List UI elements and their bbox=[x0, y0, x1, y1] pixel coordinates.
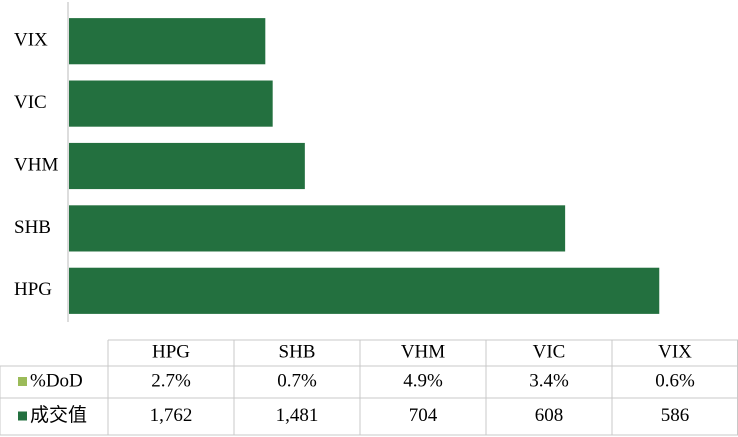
table-header: VIC bbox=[533, 341, 566, 362]
table-cell: 3.4% bbox=[529, 370, 569, 391]
table-cell: 704 bbox=[409, 405, 438, 426]
table-cell: 0.6% bbox=[655, 370, 695, 391]
table-header: SHB bbox=[279, 341, 316, 362]
bar bbox=[69, 142, 305, 190]
bar bbox=[69, 267, 660, 314]
bar bbox=[69, 205, 566, 252]
bar bbox=[69, 18, 266, 65]
table-cell: 4.9% bbox=[403, 370, 443, 391]
legend-swatch bbox=[18, 411, 27, 421]
table-cell: 0.7% bbox=[277, 370, 317, 391]
table-cell: 1,481 bbox=[276, 405, 319, 426]
table-header: VIX bbox=[658, 341, 692, 362]
legend-swatch bbox=[18, 377, 27, 386]
y-tick-label: VIX bbox=[14, 30, 48, 51]
table-header: VHM bbox=[401, 341, 445, 362]
table-cell: 608 bbox=[535, 405, 564, 426]
table-cell: 586 bbox=[661, 405, 690, 426]
bar bbox=[69, 80, 273, 127]
table-cell: 2.7% bbox=[151, 370, 191, 391]
legend-label: 成交值 bbox=[30, 404, 87, 426]
y-tick-label: VIC bbox=[14, 92, 47, 113]
table-cell: 1,762 bbox=[150, 405, 193, 426]
y-tick-label: HPG bbox=[14, 279, 52, 300]
table-header: HPG bbox=[152, 341, 190, 362]
legend-label: %DoD bbox=[30, 370, 83, 391]
y-tick-label: SHB bbox=[14, 217, 51, 238]
y-tick-label: VHM bbox=[14, 154, 58, 175]
